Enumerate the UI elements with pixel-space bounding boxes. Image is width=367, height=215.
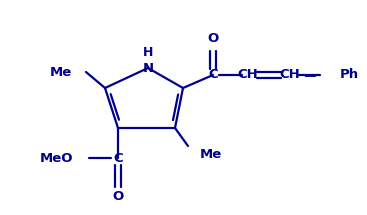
Text: C: C [113,152,123,164]
Text: Me: Me [200,147,222,161]
Text: O: O [112,190,124,204]
Text: O: O [207,32,219,45]
Text: N: N [142,63,153,75]
Text: Ph: Ph [340,69,359,81]
Text: −: − [302,66,317,84]
Text: CH: CH [280,69,300,81]
Text: Me: Me [50,66,72,78]
Text: CH: CH [237,69,258,81]
Text: H: H [143,46,153,59]
Text: MeO: MeO [40,152,73,164]
Text: C: C [208,69,218,81]
